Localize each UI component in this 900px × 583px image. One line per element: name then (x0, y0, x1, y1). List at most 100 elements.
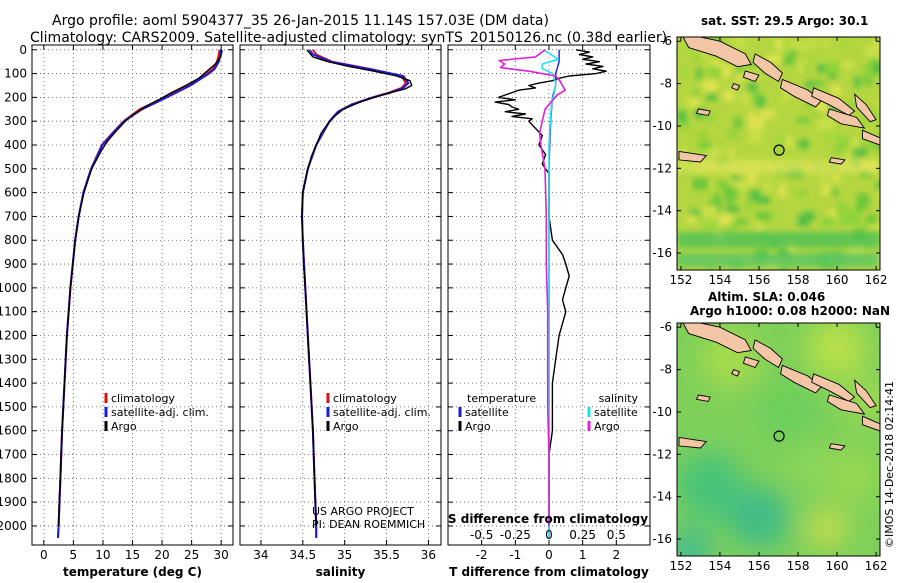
sst-patch (796, 117, 810, 124)
sla-blob (807, 323, 868, 379)
depth-tick-label: 100 (4, 67, 27, 81)
sla-blob (824, 447, 880, 504)
sst-patch (756, 211, 771, 221)
lon-tick-label: 162 (865, 273, 888, 287)
sst-patch (704, 205, 717, 219)
legend-label: climatology (111, 392, 175, 405)
sst-patch (749, 190, 761, 202)
sst-patch (688, 96, 700, 107)
series-argo (57, 49, 223, 527)
sst-patch (817, 64, 831, 74)
sla-blob (728, 487, 789, 548)
sst-patch (703, 79, 718, 92)
map-frame (676, 36, 881, 271)
island (742, 70, 760, 83)
legend-title-temperature: temperature (467, 392, 536, 405)
salinity-panel: 34 34.5 35 35.5 36 salinity climatologysatelli… (239, 44, 442, 579)
grid (32, 45, 233, 545)
sst-patch (709, 68, 724, 79)
lon-tick-label: 156 (748, 559, 771, 573)
sst-patch (873, 38, 880, 49)
sst-patch (820, 216, 835, 228)
lon-tick-label: 162 (865, 559, 888, 573)
island (853, 379, 877, 409)
x-tick-label: 36 (421, 548, 436, 562)
sst-patch (679, 67, 690, 77)
legend-label: climatology (333, 392, 397, 405)
island (752, 53, 783, 83)
lat-tick-label: -16 (652, 246, 672, 260)
sst-patch (693, 52, 702, 61)
depth-tick-label: 1300 (0, 352, 27, 366)
depth-tick-label: 600 (4, 186, 27, 200)
salinity-tick-label: 0.5 (607, 528, 626, 542)
sst-patch (873, 223, 880, 230)
sst-patch (802, 211, 815, 221)
lon-tick-label: 154 (708, 559, 731, 573)
x-tick-label: 15 (125, 548, 140, 562)
lon-tick-label: 160 (826, 559, 849, 573)
island (779, 78, 823, 108)
coastline (678, 37, 880, 165)
legend-label: Argo (594, 420, 620, 433)
sst-patch (725, 205, 739, 214)
sst-patch (736, 73, 744, 81)
sst-map: 152 154 156 158 160 162 -6 -8 -10 -12 -14 -16 (652, 34, 888, 287)
credit-line1: US ARGO PROJECT (312, 505, 414, 518)
axes-frame (239, 44, 442, 546)
sla-map-title-line1: Altim. SLA: 0.046 (708, 290, 825, 304)
sst-map-title: sat. SST: 29.5 Argo: 30.1 (701, 14, 868, 28)
sst-patch (879, 40, 880, 48)
sst-patch (818, 118, 834, 130)
sst-patch (814, 100, 829, 113)
island (731, 369, 741, 377)
sst-patch (727, 188, 736, 202)
sst-patch (734, 219, 748, 225)
sst-patch (847, 142, 858, 150)
island (682, 323, 752, 354)
series-group (301, 49, 413, 538)
sst-patch (823, 129, 839, 141)
temperature-panel: 0 5 10 15 20 25 30 temperature (deg C) 0 100 200 30… (0, 43, 234, 579)
credit-line2: PI: DEAN ROEMMICH (312, 518, 425, 531)
sst-patch (766, 54, 783, 65)
sst-patch (697, 218, 713, 227)
depth-tick-label: 700 (4, 209, 27, 223)
sst-patch (831, 189, 839, 196)
sst-patch (735, 181, 748, 191)
sst-patch (697, 142, 712, 149)
sst-patch (854, 135, 861, 148)
sst-patch (827, 210, 836, 217)
figure-title-line2: Climatology: CARS2009. Satellite-adjuste… (30, 30, 667, 46)
x-axis-label: salinity (316, 565, 366, 579)
island (826, 394, 866, 415)
sst-patch (746, 199, 753, 212)
sst-bands (677, 159, 880, 268)
x-tick-label: 10 (95, 548, 110, 562)
x-tick-label: 30 (214, 548, 229, 562)
sst-patch (837, 201, 847, 212)
depth-tick-label: 1900 (0, 495, 27, 509)
island (828, 157, 846, 165)
profile-location-marker (773, 144, 785, 156)
sst-patch (718, 215, 732, 225)
lat-tick-label: -12 (652, 447, 672, 461)
sst-patch (678, 120, 691, 130)
sst-patch (825, 62, 840, 74)
sst-patch (866, 214, 877, 225)
depth-tick-label: 300 (4, 114, 27, 128)
watermark: ©IMOS 14-Dec-2018 02:14:41 (883, 381, 896, 548)
legend-label: Argo (111, 420, 137, 433)
lon-tick-label: 160 (826, 273, 849, 287)
lon-tick-label: 152 (669, 559, 692, 573)
x-tick-label: 5 (70, 548, 78, 562)
sst-patch (784, 135, 792, 148)
sst-patch (878, 190, 880, 201)
sst-patch (734, 37, 746, 48)
x-tick-label: 2 (613, 548, 621, 562)
x-tick-label: 1 (579, 548, 587, 562)
sst-patch (723, 89, 734, 102)
depth-tick-label: 400 (4, 138, 27, 152)
lat-tick-label: -16 (652, 532, 672, 546)
